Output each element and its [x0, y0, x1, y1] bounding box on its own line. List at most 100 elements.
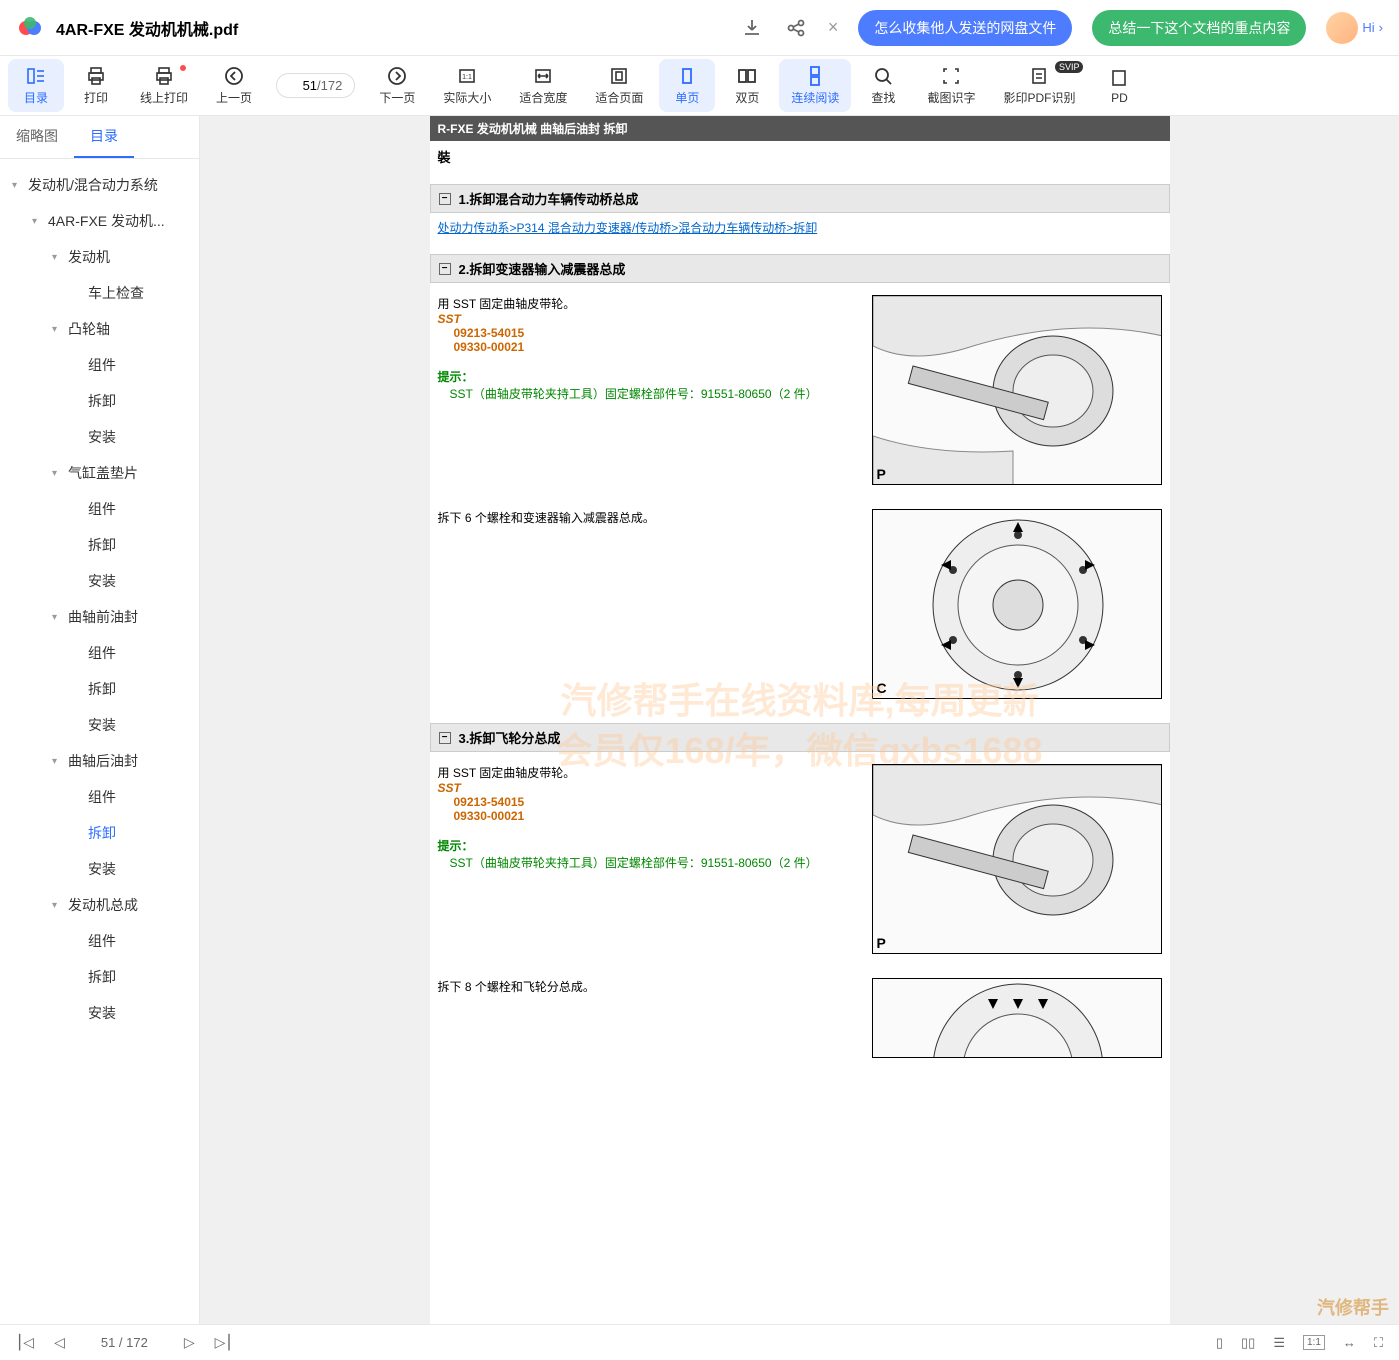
- section-1-link[interactable]: 处动力传动系>P314 混合动力变速器/传动桥>混合动力车辆传动桥>拆卸: [430, 213, 1170, 242]
- chevron-right-icon: ›: [1379, 20, 1383, 35]
- tree-label: 安装: [88, 1003, 116, 1023]
- ai-prompt-1[interactable]: 怎么收集他人发送的网盘文件: [858, 10, 1072, 46]
- tool-label: 线上打印: [140, 89, 188, 106]
- tool-实际大小[interactable]: 1:1实际大小: [431, 59, 503, 112]
- collapse-icon[interactable]: −: [439, 732, 451, 744]
- tool-上一页[interactable]: 上一页: [204, 59, 264, 112]
- section-3-title: 3.拆卸飞轮分总成: [459, 728, 561, 747]
- tool-目录[interactable]: 目录: [8, 59, 64, 112]
- page-input[interactable]: [289, 78, 317, 93]
- collapse-icon[interactable]: −: [439, 193, 451, 205]
- step-2a-line: 用 SST 固定曲轴皮带轮。: [438, 295, 860, 312]
- sidebar-tab-0[interactable]: 缩略图: [0, 116, 74, 158]
- page-total: 172: [126, 1335, 148, 1350]
- tree-item[interactable]: 组件: [0, 779, 199, 815]
- document-viewport[interactable]: R-FXE 发动机机械 曲轴后油封 拆卸 裝 − 1.拆卸混合动力车辆传动桥总成…: [200, 116, 1399, 1324]
- next-page-icon[interactable]: ▷: [184, 1334, 195, 1351]
- sidebar-tab-1[interactable]: 目录: [74, 116, 134, 158]
- tree-item[interactable]: ▾发动机/混合动力系统: [0, 167, 199, 203]
- fit-width-icon[interactable]: ↔: [1343, 1335, 1356, 1350]
- tree-label: 安装: [88, 571, 116, 591]
- tool-双页[interactable]: 双页: [719, 59, 775, 112]
- continuous-icon[interactable]: ☰: [1273, 1335, 1285, 1351]
- toolbar: 目录打印线上打印 上一页 / 172 下一页1:1实际大小适合宽度适合页面单页双页连…: [0, 56, 1399, 116]
- tool-适合页面[interactable]: 适合页面: [583, 59, 655, 112]
- collapse-icon[interactable]: −: [439, 263, 451, 275]
- tree-item[interactable]: 拆卸: [0, 815, 199, 851]
- tool-icon: [940, 65, 962, 87]
- tool-下一页[interactable]: 下一页: [367, 59, 427, 112]
- tree-label: 4AR-FXE 发动机...: [48, 211, 165, 231]
- tool-连续阅读[interactable]: 连续阅读: [779, 59, 851, 112]
- tree-item[interactable]: ▾凸轮轴: [0, 311, 199, 347]
- tree-item[interactable]: ▾4AR-FXE 发动机...: [0, 203, 199, 239]
- tool-查找[interactable]: 查找: [855, 59, 911, 112]
- sst-num-2: 09330-00021: [438, 809, 860, 823]
- tree-item[interactable]: ▾曲轴前油封: [0, 599, 199, 635]
- prev-page-icon[interactable]: ◁: [54, 1334, 65, 1351]
- tree-item[interactable]: 拆卸: [0, 959, 199, 995]
- sst-label: SST: [438, 781, 860, 795]
- tree-item[interactable]: 组件: [0, 923, 199, 959]
- tool-截图识字[interactable]: 截图识字: [915, 59, 987, 112]
- single-page-icon[interactable]: ▯: [1216, 1335, 1223, 1351]
- tree-item[interactable]: ▾气缸盖垫片: [0, 455, 199, 491]
- tree-item[interactable]: 组件: [0, 635, 199, 671]
- page-indicator: 51 / 172: [101, 1335, 148, 1350]
- ai-prompt-2[interactable]: 总结一下这个文档的重点内容: [1092, 10, 1306, 46]
- hint-label: 提示：: [438, 837, 860, 854]
- two-page-icon[interactable]: ▯▯: [1241, 1335, 1255, 1351]
- tree-item[interactable]: 安装: [0, 707, 199, 743]
- tool-icon: [223, 65, 245, 87]
- step-2b-text: 拆下 6 个螺栓和变速器输入减震器总成。: [438, 509, 860, 699]
- page-header-strip: R-FXE 发动机机械 曲轴后油封 拆卸: [430, 116, 1170, 141]
- tree-label: 拆卸: [88, 535, 116, 555]
- tool-单页[interactable]: 单页: [659, 59, 715, 112]
- diagram-3b: [872, 978, 1162, 1058]
- tree-item[interactable]: 组件: [0, 347, 199, 383]
- page-input-wrap: / 172: [276, 73, 355, 98]
- tool-label: 上一页: [216, 89, 252, 106]
- tree-item[interactable]: 拆卸: [0, 527, 199, 563]
- tree-label: 车上检查: [88, 283, 144, 303]
- diagram-2a: P: [872, 295, 1162, 485]
- share-icon[interactable]: [784, 16, 808, 40]
- step-2a: 用 SST 固定曲轴皮带轮。 SST 09213-54015 09330-000…: [430, 283, 1170, 497]
- tree-item[interactable]: 安装: [0, 563, 199, 599]
- tree-label: 组件: [88, 643, 116, 663]
- tree-item[interactable]: 安装: [0, 995, 199, 1031]
- tree-label: 拆卸: [88, 823, 116, 843]
- tree-item[interactable]: 拆卸: [0, 671, 199, 707]
- diagram-corner-p: P: [877, 466, 886, 482]
- last-page-icon[interactable]: ▷⎮: [215, 1334, 233, 1351]
- fit-page-icon[interactable]: ⛶: [1374, 1335, 1383, 1351]
- section-1-title: 1.拆卸混合动力车辆传动桥总成: [459, 189, 639, 208]
- tree-item[interactable]: ▾曲轴后油封: [0, 743, 199, 779]
- tree-item[interactable]: 安装: [0, 419, 199, 455]
- page-total: 172: [321, 78, 343, 93]
- tool-线上打印[interactable]: 线上打印: [128, 59, 200, 112]
- step-3a: 用 SST 固定曲轴皮带轮。 SST 09213-54015 09330-000…: [430, 752, 1170, 966]
- tree-label: 安装: [88, 427, 116, 447]
- tool-影印PDF识别[interactable]: 影印PDF识别SVIP: [991, 59, 1087, 112]
- tree-item[interactable]: ▾发动机总成: [0, 887, 199, 923]
- tree-item[interactable]: 拆卸: [0, 383, 199, 419]
- tool-打印[interactable]: 打印: [68, 59, 124, 112]
- tool-label: 适合页面: [595, 89, 643, 106]
- tree-item[interactable]: 组件: [0, 491, 199, 527]
- avatar-greeting[interactable]: Hi ›: [1326, 12, 1383, 44]
- tree-label: 气缸盖垫片: [68, 463, 138, 483]
- tool-适合宽度[interactable]: 适合宽度: [507, 59, 579, 112]
- tree-label: 组件: [88, 787, 116, 807]
- close-icon[interactable]: ×: [828, 17, 839, 38]
- sst-num-1: 09213-54015: [438, 795, 860, 809]
- tool-icon: [85, 65, 107, 87]
- tree-item[interactable]: 安装: [0, 851, 199, 887]
- hint-body: SST（曲轴皮带轮夹持工具）固定螺栓部件号：91551-80650（2 件）: [438, 854, 860, 871]
- download-icon[interactable]: [740, 16, 764, 40]
- tree-item[interactable]: 车上检查: [0, 275, 199, 311]
- actual-size-icon[interactable]: 1:1: [1303, 1335, 1325, 1350]
- first-page-icon[interactable]: ⎮◁: [16, 1334, 34, 1351]
- tool-PD[interactable]: PD: [1091, 61, 1147, 111]
- tree-item[interactable]: ▾发动机: [0, 239, 199, 275]
